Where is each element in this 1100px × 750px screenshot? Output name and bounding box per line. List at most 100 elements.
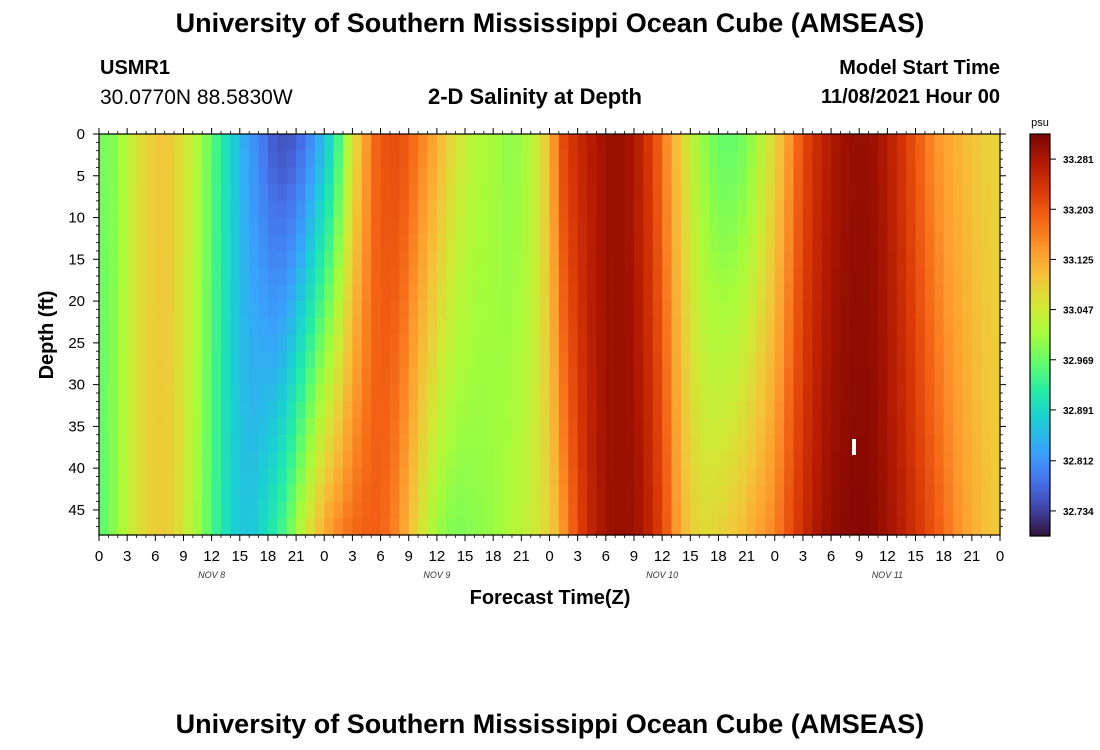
heatmap-cell	[446, 167, 457, 185]
heatmap-cell	[314, 267, 325, 285]
heatmap-cell	[840, 200, 851, 219]
heatmap-cell	[296, 284, 307, 302]
heatmap-cell	[202, 468, 213, 486]
heatmap-cell	[840, 217, 851, 235]
heatmap-cell	[221, 200, 231, 219]
heatmap-cell	[155, 184, 166, 202]
heatmap-cell	[286, 434, 297, 453]
heatmap-cell	[305, 334, 316, 352]
y-tick-label: 40	[68, 460, 85, 477]
heatmap-cell	[145, 501, 156, 519]
heatmap-cell	[521, 234, 532, 252]
heatmap-cell	[371, 200, 382, 219]
heatmap-cell	[408, 434, 419, 453]
heatmap-cell	[117, 217, 128, 235]
heatmap-cell	[258, 234, 269, 252]
heatmap-cell	[953, 367, 964, 386]
heatmap-cell	[371, 334, 382, 352]
heatmap-cell	[465, 518, 476, 536]
heatmap-cell	[652, 167, 663, 185]
heatmap-cell	[99, 200, 109, 219]
heatmap-cell	[380, 250, 391, 269]
heatmap-cell	[953, 434, 964, 453]
heatmap-cell	[859, 284, 870, 302]
heatmap-cell	[305, 150, 316, 169]
heatmap-cell	[915, 184, 926, 202]
heatmap-cell	[465, 468, 476, 486]
heatmap-cell	[540, 434, 551, 453]
heatmap-cell	[831, 468, 842, 486]
heatmap-cell	[699, 367, 710, 386]
heatmap-cell	[314, 418, 325, 436]
heatmap-cell	[408, 351, 419, 369]
heatmap-cell	[962, 217, 973, 235]
heatmap-cell	[596, 301, 607, 319]
heatmap-cell	[117, 518, 128, 536]
heatmap-cell	[934, 267, 945, 285]
heatmap-cell	[774, 284, 785, 302]
heatmap-cell	[343, 134, 354, 152]
x-tick-label: 21	[288, 548, 305, 565]
heatmap-cell	[577, 484, 588, 503]
heatmap-cell	[117, 351, 128, 369]
heatmap-cell	[971, 150, 982, 169]
heatmap-cell	[821, 518, 832, 536]
heatmap-cell	[831, 501, 842, 519]
heatmap-cell	[371, 451, 382, 469]
y-tick-label: 0	[77, 126, 85, 143]
heatmap-cell	[953, 518, 964, 536]
heatmap-cell	[249, 200, 260, 219]
heatmap-cell	[521, 468, 532, 486]
heatmap-cell	[831, 334, 842, 352]
heatmap-cell	[267, 384, 278, 402]
heatmap-cell	[455, 217, 466, 235]
heatmap-cell	[277, 484, 288, 503]
heatmap-cell	[615, 167, 626, 185]
heatmap-cell	[577, 501, 588, 519]
heatmap-cell	[643, 367, 654, 386]
heatmap-cell	[352, 518, 363, 536]
heatmap-cell	[530, 418, 541, 436]
heatmap-cell	[812, 351, 823, 369]
heatmap-cell	[127, 451, 138, 469]
heatmap-cell	[727, 401, 738, 419]
heatmap-cell	[502, 234, 513, 252]
heatmap-cell	[831, 184, 842, 202]
model-start-value: 11/08/2021 Hour 00	[820, 86, 1000, 108]
heatmap-cell	[286, 150, 297, 169]
heatmap-cell	[483, 150, 494, 169]
heatmap-cell	[671, 134, 682, 152]
heatmap-cell	[521, 334, 532, 352]
heatmap-cell	[915, 468, 926, 486]
heatmap-cell	[896, 384, 907, 402]
heatmap-cell	[530, 468, 541, 486]
heatmap-cell	[568, 384, 579, 402]
heatmap-cell	[953, 234, 964, 252]
heatmap-cell	[859, 434, 870, 453]
heatmap-cell	[418, 484, 429, 503]
heatmap-cell	[164, 384, 175, 402]
heatmap-cell	[408, 518, 419, 536]
heatmap-cell	[690, 134, 701, 152]
heatmap-cell	[221, 334, 231, 352]
heatmap-cell	[981, 501, 992, 519]
x-tick-label: 15	[457, 548, 474, 565]
page-title: University of Southern Mississippi Ocean…	[175, 8, 925, 38]
heatmap-cell	[455, 418, 466, 436]
heatmap-cell	[765, 468, 776, 486]
heatmap-cell	[521, 401, 532, 419]
heatmap-cell	[934, 434, 945, 453]
heatmap-cell	[371, 150, 382, 169]
heatmap-cell	[314, 518, 325, 536]
heatmap-cell	[174, 351, 185, 369]
heatmap-cell	[943, 434, 954, 453]
heatmap-cell	[352, 234, 363, 252]
heatmap-cell	[164, 401, 175, 419]
heatmap-cell	[389, 234, 400, 252]
heatmap-cell	[671, 150, 682, 169]
heatmap-cell	[877, 334, 888, 352]
heatmap-cell	[568, 401, 579, 419]
heatmap-cell	[971, 518, 982, 536]
heatmap-cell	[587, 518, 598, 536]
heatmap-cell	[502, 250, 513, 269]
